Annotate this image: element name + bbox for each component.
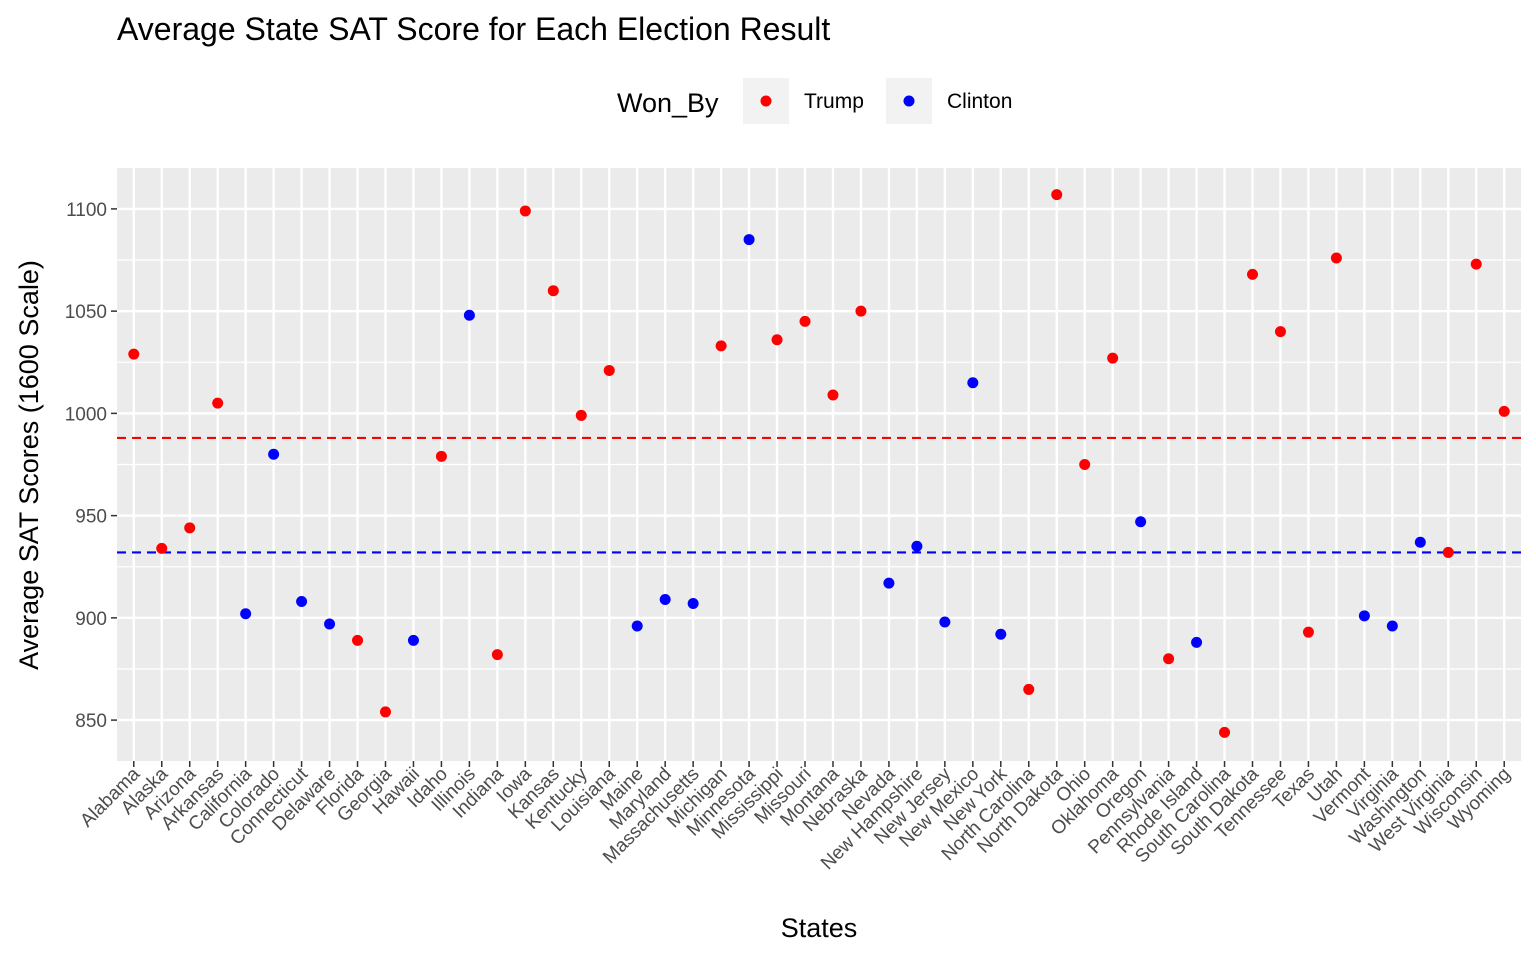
data-point bbox=[1163, 653, 1175, 665]
data-point bbox=[771, 334, 783, 346]
major-gridlines bbox=[117, 168, 1521, 761]
data-point bbox=[1386, 620, 1398, 632]
data-point bbox=[659, 593, 671, 605]
y-tick-label: 900 bbox=[75, 609, 107, 630]
data-point bbox=[1330, 252, 1342, 264]
data-point bbox=[1358, 610, 1370, 622]
data-point bbox=[1219, 726, 1231, 738]
legend: Won_By Trump Clinton bbox=[617, 78, 1012, 124]
data-point bbox=[883, 577, 895, 589]
y-axis-title: Average SAT Scores (1600 Scale) bbox=[14, 260, 44, 670]
data-point bbox=[156, 542, 168, 554]
legend-title: Won_By bbox=[617, 88, 719, 118]
data-point bbox=[296, 596, 308, 608]
data-point bbox=[911, 540, 923, 552]
data-point bbox=[995, 628, 1007, 640]
data-point bbox=[827, 389, 839, 401]
data-point bbox=[1191, 636, 1203, 648]
data-points bbox=[128, 189, 1510, 738]
data-point bbox=[268, 448, 280, 460]
data-point bbox=[352, 634, 364, 646]
data-point bbox=[603, 364, 615, 376]
data-point bbox=[743, 234, 755, 246]
data-point bbox=[1247, 268, 1259, 280]
data-point bbox=[463, 309, 475, 321]
data-point bbox=[1274, 326, 1286, 338]
data-point bbox=[1135, 516, 1147, 528]
data-point bbox=[967, 377, 979, 389]
data-point bbox=[939, 616, 951, 628]
data-point bbox=[715, 340, 727, 352]
data-point bbox=[491, 649, 503, 661]
y-tick-label: 1000 bbox=[65, 404, 107, 425]
data-point bbox=[212, 397, 224, 409]
data-point bbox=[575, 409, 587, 421]
data-point bbox=[407, 634, 419, 646]
data-point bbox=[1107, 352, 1119, 364]
data-point bbox=[1470, 258, 1482, 270]
legend-marker-trump bbox=[760, 95, 772, 107]
data-point bbox=[435, 450, 447, 462]
data-point bbox=[379, 706, 391, 718]
minor-gridlines bbox=[117, 259, 1521, 670]
data-point bbox=[799, 315, 811, 327]
data-point bbox=[631, 620, 643, 632]
reference-lines bbox=[117, 436, 1521, 554]
x-axis-title: States bbox=[781, 913, 858, 943]
data-point bbox=[519, 205, 531, 217]
data-point bbox=[324, 618, 336, 630]
legend-marker-clinton bbox=[903, 95, 915, 107]
y-axis: 850 900 950 1000 1050 1100 bbox=[65, 200, 117, 732]
data-point bbox=[1051, 189, 1063, 201]
data-point bbox=[184, 522, 196, 534]
data-point bbox=[1498, 405, 1510, 417]
data-point bbox=[1079, 459, 1091, 470]
y-tick-label: 1100 bbox=[66, 200, 107, 221]
chart-title: Average State SAT Score for Each Electio… bbox=[117, 11, 830, 47]
legend-label-clinton: Clinton bbox=[947, 90, 1012, 113]
data-point bbox=[240, 608, 252, 620]
data-point bbox=[1023, 683, 1035, 695]
y-tick-label: 850 bbox=[75, 711, 107, 732]
y-tick-label: 950 bbox=[75, 507, 107, 528]
x-axis: AlabamaAlaskaArizonaArkansasCaliforniaCo… bbox=[76, 761, 1515, 874]
data-point bbox=[1302, 626, 1314, 638]
y-tick-label: 1050 bbox=[65, 302, 107, 323]
data-point bbox=[547, 285, 559, 297]
data-point bbox=[687, 598, 699, 610]
legend-label-trump: Trump bbox=[804, 90, 864, 113]
data-point bbox=[1442, 546, 1454, 558]
data-point bbox=[1414, 536, 1426, 548]
data-point bbox=[128, 348, 140, 360]
data-point bbox=[855, 305, 867, 317]
